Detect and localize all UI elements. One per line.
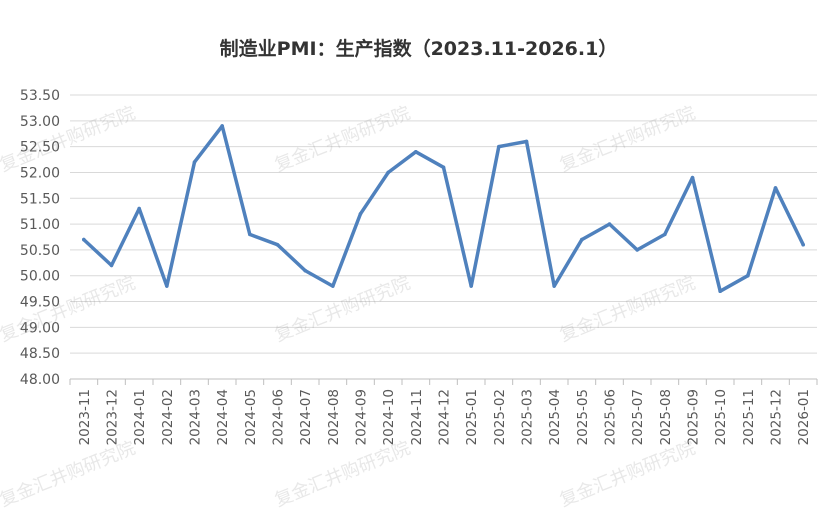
data-point: [580, 237, 584, 242]
y-tick-label: 51.00: [20, 217, 60, 233]
data-point: [607, 222, 612, 226]
x-tick-label: 2024-12: [437, 389, 453, 445]
x-tick-label: 2024-04: [215, 389, 231, 445]
x-tick-label: 2025-04: [547, 389, 563, 445]
y-tick-label: 52.00: [20, 165, 60, 181]
data-point: [303, 268, 307, 273]
data-point: [524, 139, 529, 144]
x-tick-label: 2026-01: [796, 389, 812, 445]
y-tick-label: 52.50: [20, 140, 60, 156]
x-tick-label: 2024-05: [243, 389, 259, 445]
x-tick-label: 2025-12: [769, 389, 785, 445]
data-point: [109, 263, 114, 268]
data-point: [331, 284, 335, 288]
data-point: [635, 248, 639, 252]
x-tick-label: 2024-11: [409, 389, 425, 445]
x-tick-label: 2024-01: [132, 389, 148, 445]
data-point: [414, 150, 418, 154]
data-point: [801, 242, 805, 247]
x-tick-label: 2024-08: [326, 389, 342, 445]
y-tick-label: 48.00: [20, 372, 60, 388]
x-tick-label: 2025-11: [741, 389, 757, 445]
x-tick-label: 2024-06: [271, 389, 287, 445]
data-point: [248, 232, 252, 237]
data-point: [469, 284, 473, 288]
x-tick-label: 2025-07: [630, 389, 646, 445]
x-tick-label: 2025-03: [520, 389, 536, 445]
x-tick-label: 2025-06: [603, 389, 619, 445]
x-tick-label: 2024-09: [354, 389, 370, 445]
x-tick-label: 2025-09: [686, 389, 702, 445]
data-point: [386, 170, 390, 175]
data-point: [82, 237, 86, 242]
x-tick-label: 2023-11: [77, 389, 93, 445]
data-point: [358, 211, 363, 216]
x-tick-label: 2024-03: [188, 389, 204, 445]
data-point: [552, 284, 556, 288]
data-point: [137, 206, 141, 211]
x-tick-label: 2025-10: [713, 389, 729, 445]
data-point: [773, 186, 778, 190]
x-tick-label: 2024-07: [298, 389, 314, 445]
y-tick-label: 50.00: [20, 269, 60, 285]
y-tick-label: 49.00: [20, 320, 60, 336]
x-tick-label: 2024-10: [381, 389, 397, 445]
data-point: [497, 144, 501, 149]
y-tick-label: 48.50: [20, 346, 60, 362]
y-tick-label: 53.50: [20, 88, 60, 104]
data-point: [746, 273, 750, 278]
x-tick-label: 2023-12: [105, 389, 121, 445]
x-tick-label: 2025-02: [492, 389, 508, 445]
data-point: [275, 242, 280, 247]
x-tick-label: 2024-02: [160, 389, 176, 445]
y-tick-label: 51.50: [20, 191, 60, 207]
data-point: [690, 175, 695, 180]
data-point: [663, 232, 667, 237]
data-point: [220, 124, 224, 128]
x-tick-label: 2025-05: [575, 389, 591, 445]
y-tick-label: 50.50: [20, 243, 60, 259]
series-line: [82, 124, 805, 293]
y-tick-label: 49.50: [20, 295, 60, 311]
y-tick-label: 53.00: [20, 114, 60, 130]
x-tick-label: 2025-08: [658, 389, 674, 445]
data-point: [718, 289, 722, 294]
data-point: [441, 165, 446, 170]
chart-title: 制造业PMI：生产指数（2023.11-2026.1）: [219, 38, 618, 60]
data-point: [192, 160, 197, 164]
data-point: [165, 284, 169, 288]
x-tick-label: 2025-01: [464, 389, 480, 445]
